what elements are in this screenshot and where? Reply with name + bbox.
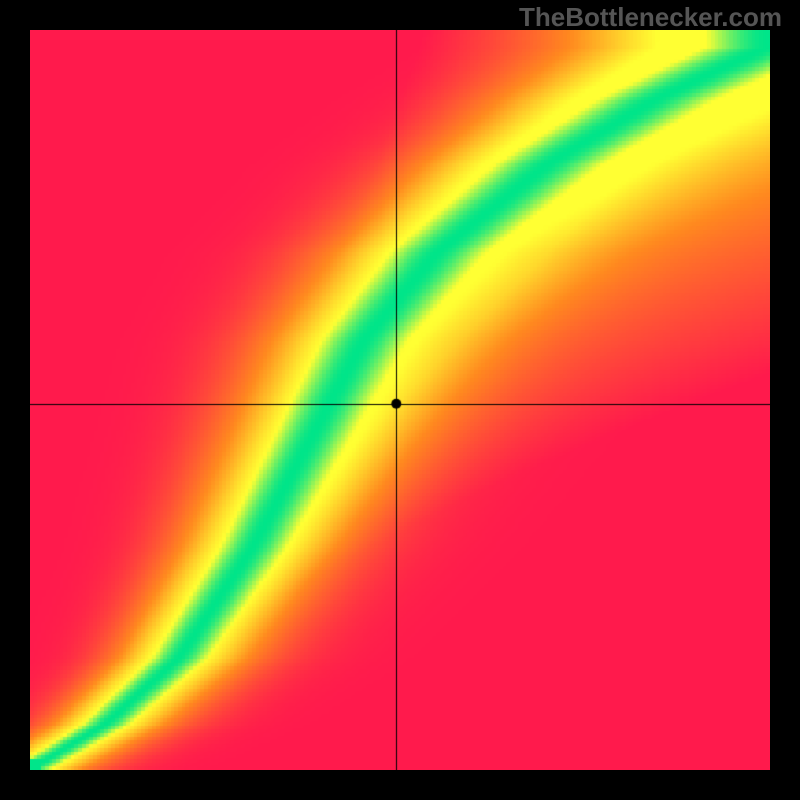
chart-container: TheBottlenecker.com [0,0,800,800]
bottleneck-heatmap [30,30,770,770]
watermark-text: TheBottlenecker.com [519,2,782,33]
